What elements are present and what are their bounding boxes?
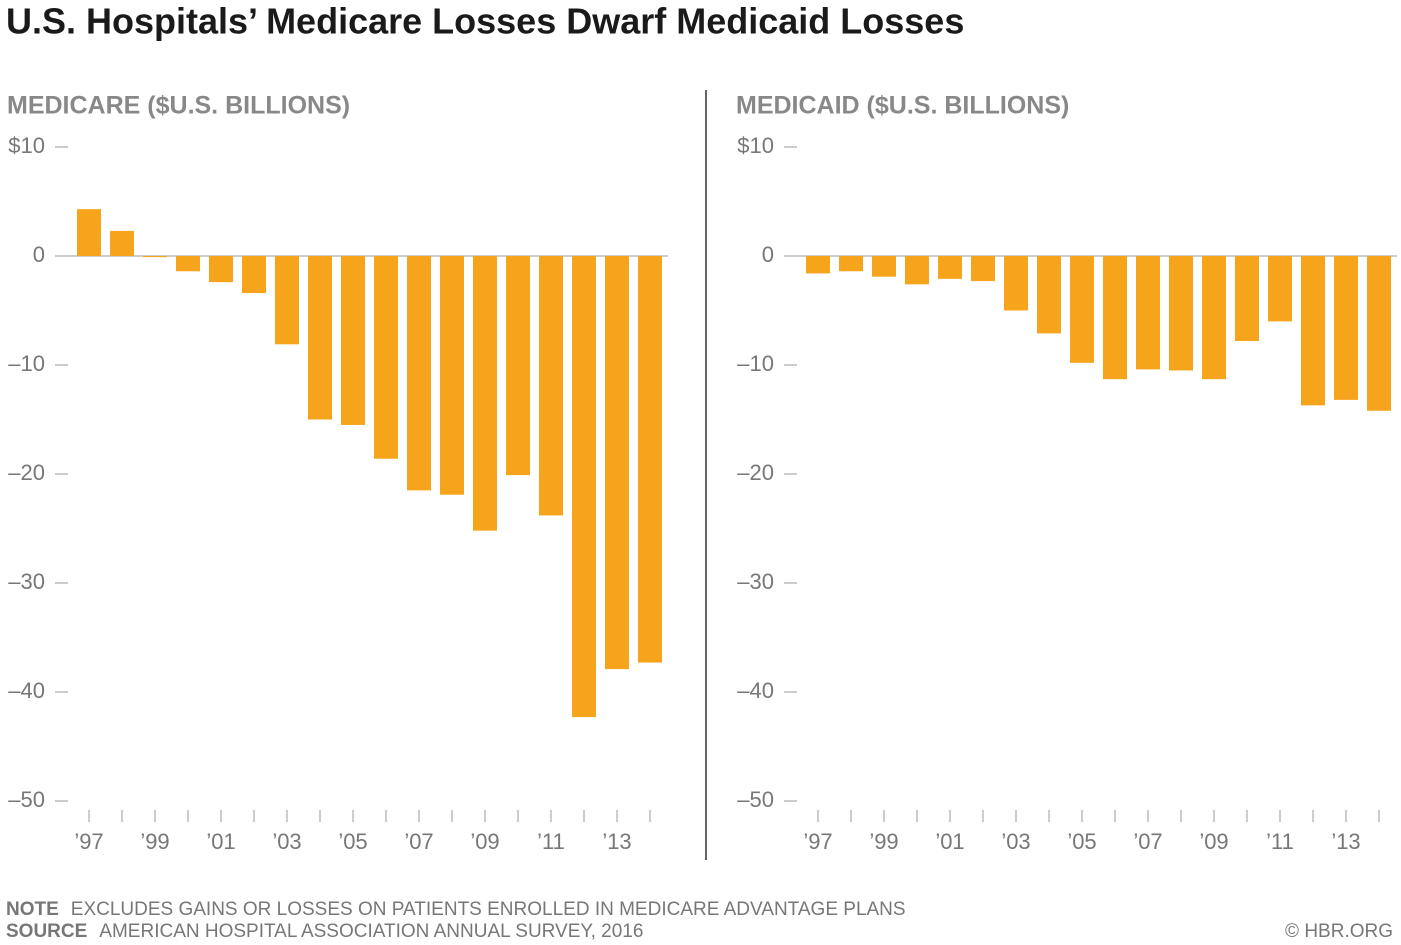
bar (110, 230, 134, 256)
bar (1202, 256, 1226, 380)
subtitle: MEDICARE ($U.S. BILLIONS) (7, 92, 350, 120)
y-tick-label: $10 (8, 133, 45, 158)
bar (1103, 256, 1127, 380)
bar (242, 256, 266, 294)
credit: © HBR.ORG (1285, 921, 1393, 942)
x-tick-label: ’13 (602, 829, 631, 854)
x-tick-label: ’01 (935, 829, 964, 854)
x-tick-label: ’05 (1067, 829, 1096, 854)
bar (1367, 256, 1391, 411)
note: NOTE EXCLUDES GAINS OR LOSSES ON PATIENTS… (6, 899, 906, 920)
bar (440, 256, 464, 495)
bar (275, 256, 299, 345)
bar (905, 256, 929, 285)
y-tick-label: –40 (8, 678, 45, 703)
x-tick-label: ’99 (869, 829, 898, 854)
x-tick-label: ’97 (74, 829, 103, 854)
bar (938, 256, 962, 279)
x-tick-label: ’09 (1199, 829, 1228, 854)
x-tick-label: ’05 (338, 829, 367, 854)
bar (1169, 256, 1193, 371)
bar (1136, 256, 1160, 370)
x-tick-label: ’03 (272, 829, 301, 854)
y-tick-label: 0 (33, 242, 45, 267)
bar (308, 256, 332, 420)
subtitle: MEDICAID ($U.S. BILLIONS) (736, 92, 1069, 120)
bar (605, 256, 629, 670)
y-tick-label: –30 (8, 569, 45, 594)
x-tick-label: ’07 (404, 829, 433, 854)
y-tick-label: $10 (737, 133, 774, 158)
bar (1070, 256, 1094, 363)
bar (839, 256, 863, 272)
y-tick-label: –50 (8, 787, 45, 812)
bar (872, 256, 896, 277)
x-tick-label: ’11 (1266, 829, 1294, 854)
chart-title: U.S. Hospitals’ Medicare Losses Dwarf Me… (6, 1, 964, 42)
x-tick-label: ’01 (206, 829, 235, 854)
bar (572, 256, 596, 718)
x-tick-label: ’97 (803, 829, 832, 854)
y-tick-label: –50 (737, 787, 774, 812)
source-label: SOURCE (6, 921, 87, 942)
bar (1004, 256, 1028, 311)
bar (1268, 256, 1292, 322)
bar (374, 256, 398, 459)
bar (539, 256, 563, 516)
bar (1235, 256, 1259, 342)
bar (407, 256, 431, 491)
bar (77, 209, 101, 256)
y-tick-label: –20 (737, 460, 774, 485)
bar (806, 256, 830, 274)
y-tick-label: –40 (737, 678, 774, 703)
source: SOURCE AMERICAN HOSPITAL ASSOCIATION ANNU… (6, 921, 643, 942)
x-tick-label: ’07 (1133, 829, 1162, 854)
y-tick-label: –10 (737, 351, 774, 376)
x-tick-label: ’11 (537, 829, 565, 854)
y-tick-label: 0 (762, 242, 774, 267)
bar (1334, 256, 1358, 400)
x-tick-label: ’09 (470, 829, 499, 854)
y-tick-label: –30 (737, 569, 774, 594)
bar (1037, 256, 1061, 334)
bar (341, 256, 365, 425)
bar (1301, 256, 1325, 406)
bar (143, 256, 167, 258)
bar (506, 256, 530, 476)
x-tick-label: ’13 (1331, 829, 1360, 854)
bar (473, 256, 497, 531)
x-tick-label: ’99 (140, 829, 169, 854)
note-label: NOTE (6, 899, 59, 920)
y-tick-label: –20 (8, 460, 45, 485)
bar (638, 256, 662, 663)
source-text: AMERICAN HOSPITAL ASSOCIATION ANNUAL SUR… (99, 921, 643, 942)
bar (971, 256, 995, 282)
note-text: EXCLUDES GAINS OR LOSSES ON PATIENTS ENR… (71, 899, 906, 920)
bar (176, 256, 200, 272)
bar (209, 256, 233, 283)
y-tick-label: –10 (8, 351, 45, 376)
x-tick-label: ’03 (1001, 829, 1030, 854)
